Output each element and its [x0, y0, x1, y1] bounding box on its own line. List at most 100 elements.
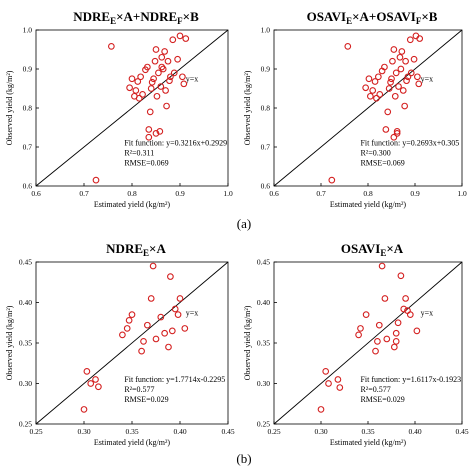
x-tick-label: 0.45: [455, 427, 468, 436]
data-point: [362, 84, 370, 92]
data-point: [132, 87, 140, 94]
data-point: [163, 102, 170, 110]
data-point: [161, 329, 168, 337]
x-tick-label: 0.45: [221, 427, 234, 436]
data-point: [357, 325, 364, 332]
data-point: [168, 327, 176, 335]
y-tick-label: 0.7: [23, 143, 33, 152]
data-point: [144, 321, 151, 329]
r-squared-text: R²=0.300: [360, 148, 390, 157]
data-point: [404, 73, 412, 81]
identity-line: [273, 29, 463, 187]
y-axis-label: Observed yield (kg/m²): [5, 70, 14, 145]
data-point: [384, 108, 392, 116]
data-point: [150, 75, 157, 83]
data-point: [134, 78, 142, 85]
data-point: [374, 73, 382, 81]
y-tick-label: 0.35: [19, 339, 32, 348]
data-point: [179, 73, 186, 81]
data-point: [155, 69, 162, 77]
title-subscript: E: [346, 16, 352, 26]
data-point: [395, 83, 402, 90]
identity-line-label: y=x: [421, 74, 434, 83]
data-point: [152, 46, 160, 53]
data-point: [145, 133, 153, 141]
identity-line-label: y=x: [421, 308, 434, 317]
data-point: [138, 347, 145, 355]
data-point: [140, 338, 147, 345]
data-point: [392, 69, 400, 77]
data-point: [180, 80, 188, 88]
title-segment: OSAVI: [341, 241, 381, 256]
chart-osavi-ab: OSAVIE×A+OSAVIF×B 0.6 0.7 0.8 0.9 1.0 0.6 0.7 0.…: [243, 9, 467, 209]
data-point: [80, 406, 88, 413]
data-point: [147, 295, 155, 302]
rmse-text: RMSE=0.069: [124, 158, 168, 167]
title-subscript: E: [380, 248, 386, 258]
data-point: [123, 325, 131, 332]
data-point: [181, 325, 189, 332]
x-axis-label: Estimated yield (kg/m²): [94, 200, 170, 209]
data-point: [392, 329, 400, 337]
x-tick-label: 0.40: [408, 427, 421, 436]
y-tick-label: 0.9: [261, 65, 271, 74]
data-point: [393, 128, 401, 135]
data-point: [334, 376, 342, 383]
x-tick-label: 0.7: [79, 189, 89, 198]
data-point: [170, 69, 178, 77]
r-squared-text: R²=0.577: [124, 385, 154, 394]
y-axis-label: Observed yield (kg/m²): [243, 70, 252, 145]
data-point: [392, 338, 400, 345]
chart-title: OSAVIE×A: [341, 241, 404, 258]
data-point: [402, 295, 409, 302]
title-segment: OSAVI: [307, 9, 347, 24]
data-point: [385, 85, 393, 92]
data-point: [381, 63, 388, 71]
title-segment: ×A+NDRE: [116, 9, 177, 24]
title-segment: ×A: [149, 241, 166, 256]
rmse-text: RMSE=0.069: [360, 158, 404, 167]
data-point: [158, 53, 166, 61]
title-segment: ×B: [183, 9, 199, 24]
data-point: [157, 313, 165, 321]
data-point: [92, 176, 100, 184]
title-subscript: F: [416, 16, 422, 26]
data-point: [416, 35, 424, 42]
data-point: [156, 128, 164, 135]
x-tick-label: 0.30: [77, 427, 90, 436]
data-point: [161, 48, 168, 55]
x-tick-label: 0.9: [175, 189, 185, 198]
data-point: [171, 305, 179, 313]
data-point: [393, 130, 401, 137]
data-point: [128, 75, 136, 83]
data-point: [381, 295, 389, 302]
data-point: [152, 335, 160, 343]
data-point: [92, 376, 99, 383]
y-tick-label: 0.25: [19, 420, 32, 429]
data-point: [396, 53, 404, 61]
data-point: [87, 380, 95, 387]
y-tick-label: 0.25: [257, 420, 270, 429]
data-point: [397, 65, 405, 73]
title-subscript: F: [177, 16, 183, 26]
identity-line-label: y=x: [186, 74, 199, 83]
data-point: [404, 307, 411, 314]
y-tick-label: 0.6: [261, 182, 271, 191]
data-point: [149, 262, 157, 270]
data-point: [344, 43, 352, 50]
data-point: [406, 36, 414, 44]
chart-ndre-ab: NDREE×A+NDREF×B 0.6 0.7 0.8 0.9 1.0 0.6 0.7 0.8 0…: [5, 9, 233, 209]
data-point: [355, 331, 362, 339]
data-point: [382, 126, 390, 133]
y-tick-label: 0.8: [261, 104, 271, 113]
data-point: [95, 383, 102, 391]
y-axis-label: Observed yield (kg/m²): [243, 305, 252, 380]
data-point: [388, 75, 395, 83]
data-point: [373, 94, 380, 102]
x-tick-label: 0.8: [127, 189, 137, 198]
data-point: [410, 55, 418, 63]
x-tick-label: 0.25: [267, 427, 280, 436]
data-point: [322, 368, 330, 375]
title-subscript: E: [143, 248, 149, 258]
